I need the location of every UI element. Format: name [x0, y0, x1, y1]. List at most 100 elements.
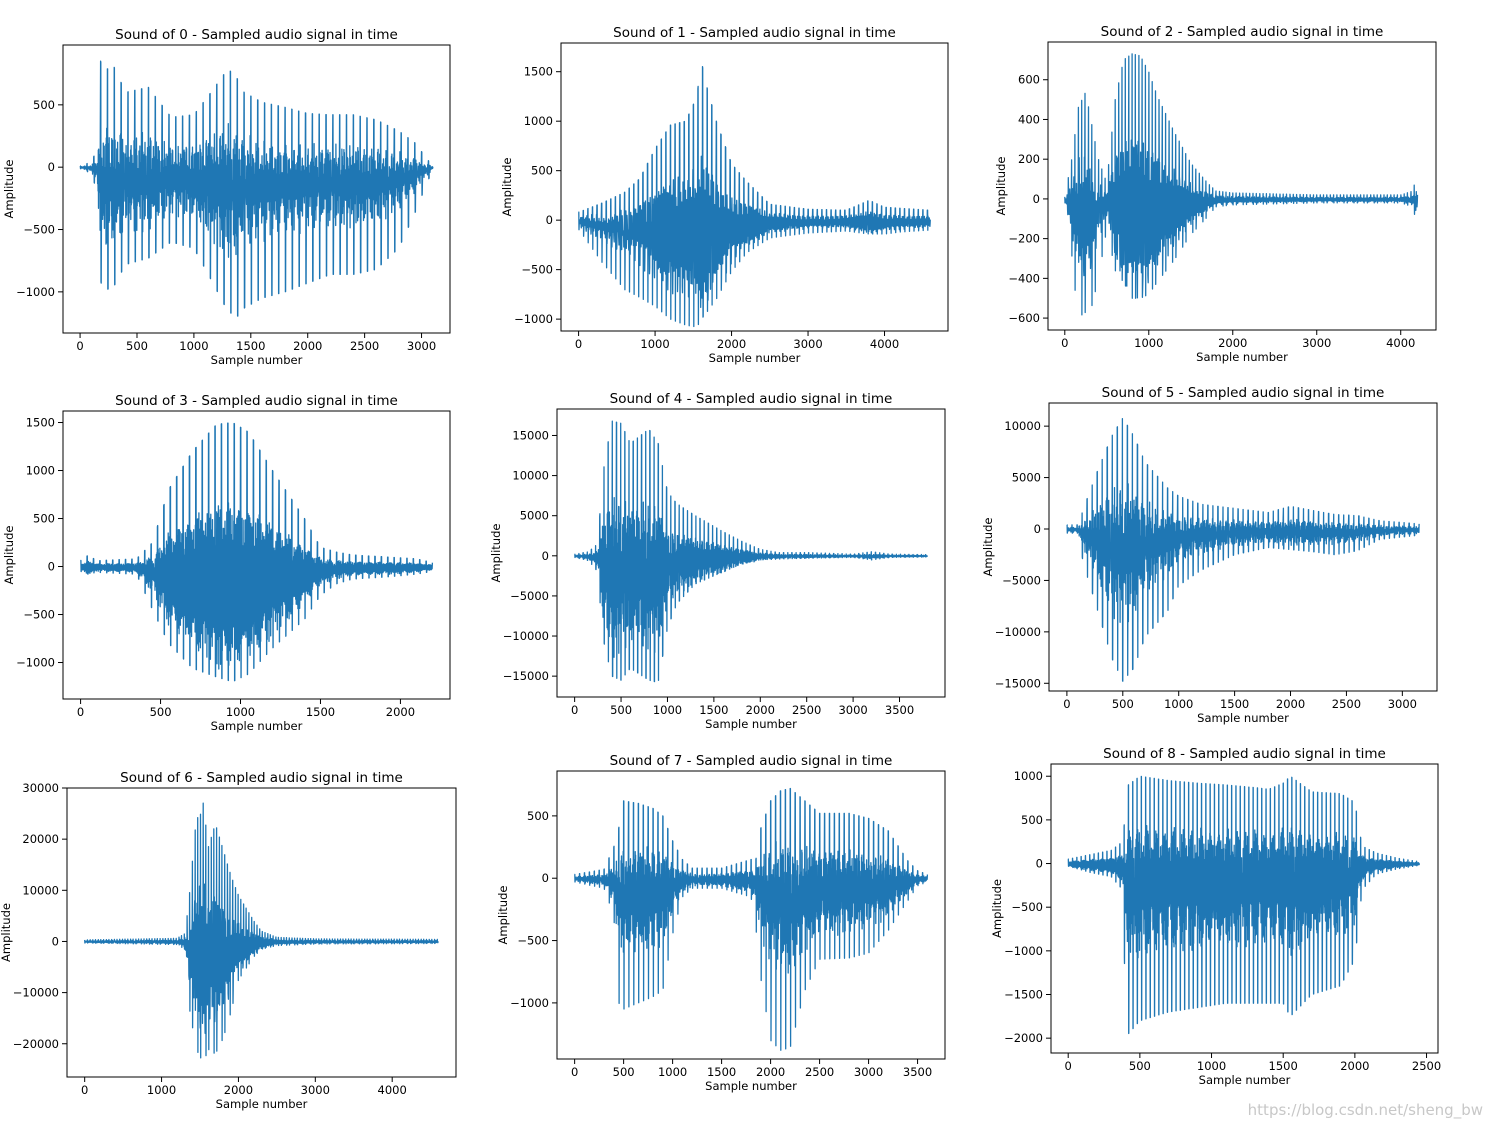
y-tick-label: 0: [546, 213, 553, 227]
y-tick-label: 1500: [524, 65, 553, 79]
y-tick-label: −500: [517, 934, 549, 948]
x-tick-label: 2000: [756, 1065, 785, 1079]
y-tick-label: −10000: [13, 986, 59, 1000]
x-axis-label: Sample number: [216, 1097, 308, 1111]
y-tick-label: 1500: [26, 416, 55, 430]
axes-frame: [556, 408, 946, 698]
x-tick-label: 2000: [717, 337, 746, 351]
x-tick-label: 0: [575, 337, 582, 351]
x-tick-label: 4000: [870, 337, 899, 351]
y-tick-label: −500: [23, 223, 55, 237]
subplot-8: 0 500 1000 1500 2000 2500 −2000 −1500 −1000 −500 0…: [990, 746, 1441, 1087]
y-tick-label: −20000: [13, 1037, 59, 1051]
x-axis-label: Sample number: [705, 1079, 797, 1093]
y-tick-label: −1000: [510, 996, 549, 1010]
x-axis-label: Sample number: [705, 717, 797, 731]
chart-title: Sound of 4 - Sampled audio signal in tim…: [610, 391, 893, 407]
x-tick-label: 2000: [386, 705, 415, 719]
y-tick-label: −500: [521, 263, 553, 277]
y-tick-label: −5000: [510, 589, 549, 603]
series-line: [578, 65, 931, 328]
x-tick-label: 2000: [746, 703, 775, 717]
subplot-3: 0 500 1000 1500 2000 −1000 −500 0 500 1000 1500 Sou…: [2, 393, 451, 733]
y-tick-label: 10000: [1004, 419, 1041, 433]
series-line: [1066, 418, 1420, 682]
y-tick-label: 0: [48, 560, 55, 574]
x-tick-label: 1000: [653, 703, 682, 717]
y-tick-label: 500: [33, 98, 55, 112]
x-axis-label: Sample number: [709, 351, 801, 365]
x-tick-label: 2000: [224, 1083, 253, 1097]
series-line: [84, 802, 439, 1059]
x-axis-label: Sample number: [1197, 711, 1289, 725]
y-tick-label: 5000: [1012, 471, 1041, 485]
x-tick-label: 500: [126, 339, 148, 353]
x-tick-label: 3000: [838, 703, 867, 717]
x-tick-label: 0: [1061, 336, 1068, 350]
x-axis-label: Sample number: [211, 353, 303, 367]
y-tick-label: 200: [1018, 152, 1040, 166]
y-axis-label: Amplitude: [994, 157, 1008, 216]
y-tick-label: 0: [1033, 192, 1040, 206]
series-line: [574, 420, 928, 683]
x-tick-label: 3000: [1388, 697, 1417, 711]
x-tick-label: 2500: [350, 339, 379, 353]
y-tick-label: −5000: [1002, 573, 1041, 587]
x-tick-label: 3000: [1302, 336, 1331, 350]
chart-title: Sound of 6 - Sampled audio signal in tim…: [120, 770, 403, 786]
subplot-0: 0 500 1000 1500 2000 2500 3000 −1000 −500 0 500 Sou…: [2, 27, 451, 367]
y-axis-label: Amplitude: [2, 160, 16, 219]
x-tick-label: 1000: [1197, 1059, 1226, 1073]
x-tick-label: 3000: [793, 337, 822, 351]
y-tick-label: −1000: [1004, 944, 1043, 958]
subplot-7: 0 500 1000 1500 2000 2500 3000 3500 −1000 −500 0 50…: [496, 753, 946, 1093]
y-tick-label: 15000: [512, 428, 549, 442]
series-line: [574, 787, 929, 1051]
subplot-4: 0 500 1000 1500 2000 2500 3000 3500 −15000 −10000…: [489, 391, 946, 731]
y-tick-label: 1000: [26, 464, 55, 478]
axes-frame: [1047, 41, 1437, 331]
x-tick-label: 3000: [407, 339, 436, 353]
x-tick-label: 1000: [179, 339, 208, 353]
y-tick-label: 20000: [22, 832, 59, 846]
x-tick-label: 1500: [306, 705, 335, 719]
axes-frame: [62, 44, 451, 334]
x-tick-label: 2000: [1340, 1059, 1369, 1073]
subplot-5: 0 500 1000 1500 2000 2500 3000 −15000 −10000 −500…: [981, 385, 1438, 725]
y-tick-label: −500: [1011, 900, 1043, 914]
y-tick-label: 10000: [22, 883, 59, 897]
x-axis-label: Sample number: [211, 719, 303, 733]
y-axis-label: Amplitude: [990, 879, 1004, 938]
subplot-2: 0 1000 2000 3000 4000 −600 −400 −200 0 200 400 600 S…: [994, 24, 1437, 364]
x-tick-label: 1000: [226, 705, 255, 719]
chart-title: Sound of 0 - Sampled audio signal in tim…: [115, 27, 398, 43]
x-tick-label: 1000: [658, 1065, 687, 1079]
y-tick-label: 5000: [520, 509, 549, 523]
x-tick-label: 500: [1112, 697, 1134, 711]
axes-frame: [62, 410, 451, 700]
x-tick-label: 2000: [1218, 336, 1247, 350]
y-tick-label: −1000: [16, 285, 55, 299]
x-tick-label: 0: [571, 703, 578, 717]
y-tick-label: 500: [531, 164, 553, 178]
y-tick-label: 0: [1036, 857, 1043, 871]
x-tick-label: 500: [150, 705, 172, 719]
x-tick-label: 2500: [1332, 697, 1361, 711]
y-tick-label: −1000: [514, 312, 553, 326]
y-tick-label: −15000: [995, 676, 1041, 690]
y-tick-label: −600: [1008, 311, 1040, 325]
x-axis-label: Sample number: [1196, 350, 1288, 364]
y-tick-label: −200: [1008, 232, 1040, 246]
x-tick-label: 3000: [301, 1083, 330, 1097]
x-tick-label: 0: [81, 1083, 88, 1097]
chart-title: Sound of 2 - Sampled audio signal in tim…: [1101, 24, 1384, 40]
y-tick-label: 30000: [22, 781, 59, 795]
y-axis-label: Amplitude: [981, 518, 995, 577]
y-tick-label: 0: [542, 549, 549, 563]
axes-frame: [66, 787, 457, 1078]
x-tick-label: 1500: [236, 339, 265, 353]
series-line: [79, 60, 434, 317]
series-line: [1067, 775, 1420, 1035]
y-tick-label: 500: [33, 512, 55, 526]
